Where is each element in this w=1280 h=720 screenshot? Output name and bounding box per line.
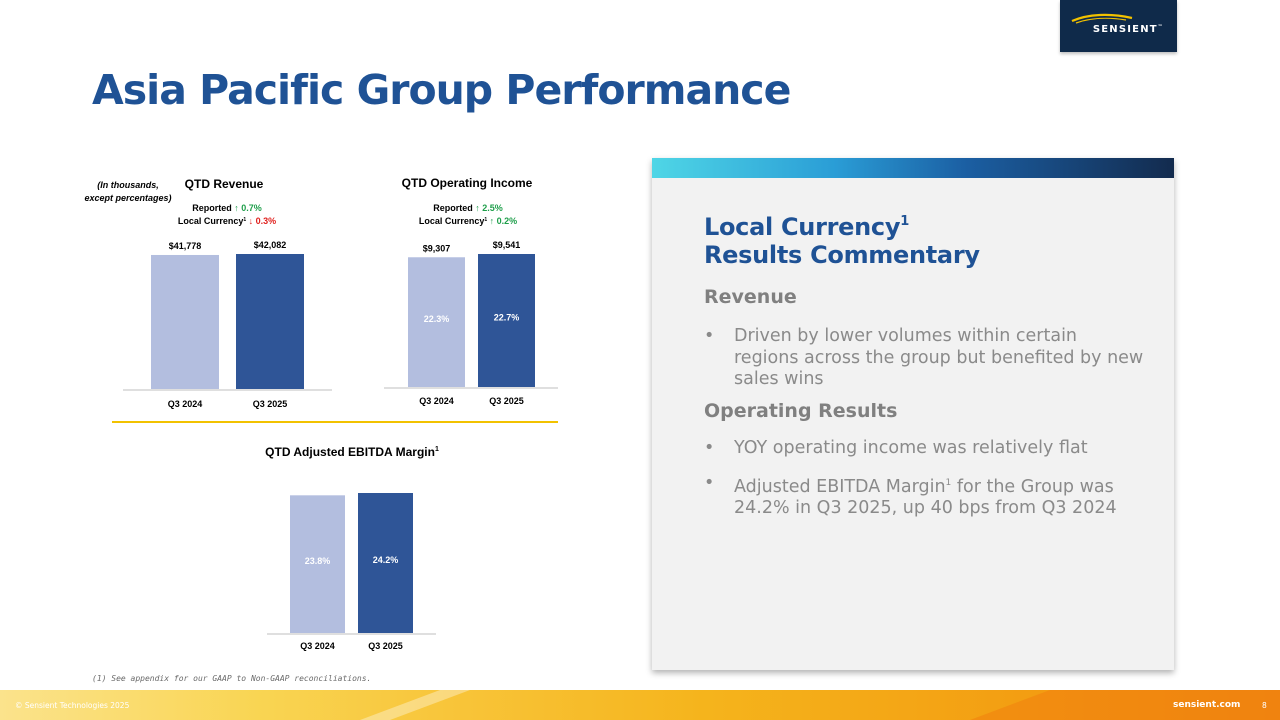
- bar-value-label: $9,307: [423, 243, 451, 253]
- bar-inner-label: 22.7%: [494, 313, 520, 323]
- qtd-ebitda-margin-chart: QTD Adjusted EBITDA Margin1 23.8% Q3 2024…: [260, 440, 460, 660]
- section-divider: [112, 421, 558, 423]
- page-title: Asia Pacific Group Performance: [92, 66, 791, 114]
- website-link[interactable]: sensient.com: [1173, 700, 1241, 710]
- x-tick-label: Q3 2024: [419, 396, 454, 406]
- page-number: 8: [1262, 701, 1267, 710]
- commentary-panel: Local Currency1 Results Commentary Reven…: [652, 158, 1174, 670]
- arrow-up-icon: ↑: [487, 216, 497, 226]
- units-note-line-1: (In thousands,: [97, 180, 159, 190]
- bar-value-label: $41,778: [169, 241, 202, 251]
- x-tick-label: Q3 2024: [300, 641, 335, 651]
- bar-inner-label: 23.8%: [305, 556, 331, 566]
- change-line-local-currency: Local Currency1 ↑ 0.2%: [419, 216, 517, 226]
- logo-text: SENSIENT: [1092, 24, 1158, 35]
- bullet-icon: •: [704, 438, 715, 458]
- bar-q3-2024: [290, 495, 345, 633]
- chart-title: QTD Revenue: [185, 177, 264, 191]
- bar-q3-2025: [236, 254, 304, 389]
- change-line-local-currency: Local Currency1 ↓ 0.3%: [178, 216, 276, 226]
- chart-title: QTD Adjusted EBITDA Margin1: [265, 445, 439, 459]
- bullet-item: • YOY operating income was relatively fl…: [704, 438, 1088, 458]
- footnote: (1) See appendix for our GAAP to Non-GAA…: [92, 674, 372, 683]
- qtd-revenue-chart: (In thousands, except percentages) QTD R…: [80, 170, 350, 415]
- panel-title: Local Currency1 Results Commentary: [704, 213, 980, 269]
- footer-decoration: [360, 690, 1280, 720]
- bullet-item: • Adjusted EBITDA Margin1 for the Group …: [704, 473, 1117, 519]
- change-line-reported: Reported ↑ 2.5%: [433, 203, 503, 213]
- qtd-operating-income-chart: QTD Operating Income Reported ↑ 2.5% Loca…: [380, 170, 570, 415]
- bullet-icon: •: [704, 326, 715, 346]
- change-line-reported: Reported ↑ 0.7%: [192, 203, 262, 213]
- swoosh-icon: [1071, 13, 1133, 24]
- x-tick-label: Q3 2025: [489, 396, 524, 406]
- trademark-mark: ™: [1157, 24, 1164, 30]
- bullet-item: • Driven by lower volumes within certain…: [704, 326, 1144, 389]
- x-tick-label: Q3 2024: [168, 399, 203, 409]
- bar-inner-label: 24.2%: [373, 555, 399, 565]
- x-tick-label: Q3 2025: [368, 641, 403, 651]
- x-tick-label: Q3 2025: [253, 399, 288, 409]
- bar-value-label: $9,541: [493, 240, 521, 250]
- bar-value-label: $42,082: [254, 240, 287, 250]
- panel-gradient-bar: [652, 158, 1174, 178]
- copyright-text: © Sensient Technologies 2025: [15, 701, 130, 710]
- section-heading-revenue: Revenue: [704, 286, 797, 308]
- chart-title: QTD Operating Income: [402, 176, 533, 190]
- units-note-line-2: except percentages): [84, 193, 171, 203]
- bar-q3-2024: [151, 254, 219, 389]
- section-heading-operating-results: Operating Results: [704, 400, 898, 422]
- bar-q3-2024: [408, 257, 465, 387]
- arrow-up-icon: ↑: [473, 203, 483, 213]
- sensient-logo: SENSIENT™: [1060, 0, 1177, 52]
- bar-q3-2025: [478, 254, 535, 387]
- bar-q3-2025: [358, 493, 413, 633]
- bar-inner-label: 22.3%: [424, 314, 450, 324]
- bullet-icon: •: [704, 473, 715, 493]
- arrow-down-icon: ↓: [246, 216, 256, 226]
- footer-bar: © Sensient Technologies 2025 sensient.co…: [0, 690, 1280, 720]
- arrow-up-icon: ↑: [232, 203, 242, 213]
